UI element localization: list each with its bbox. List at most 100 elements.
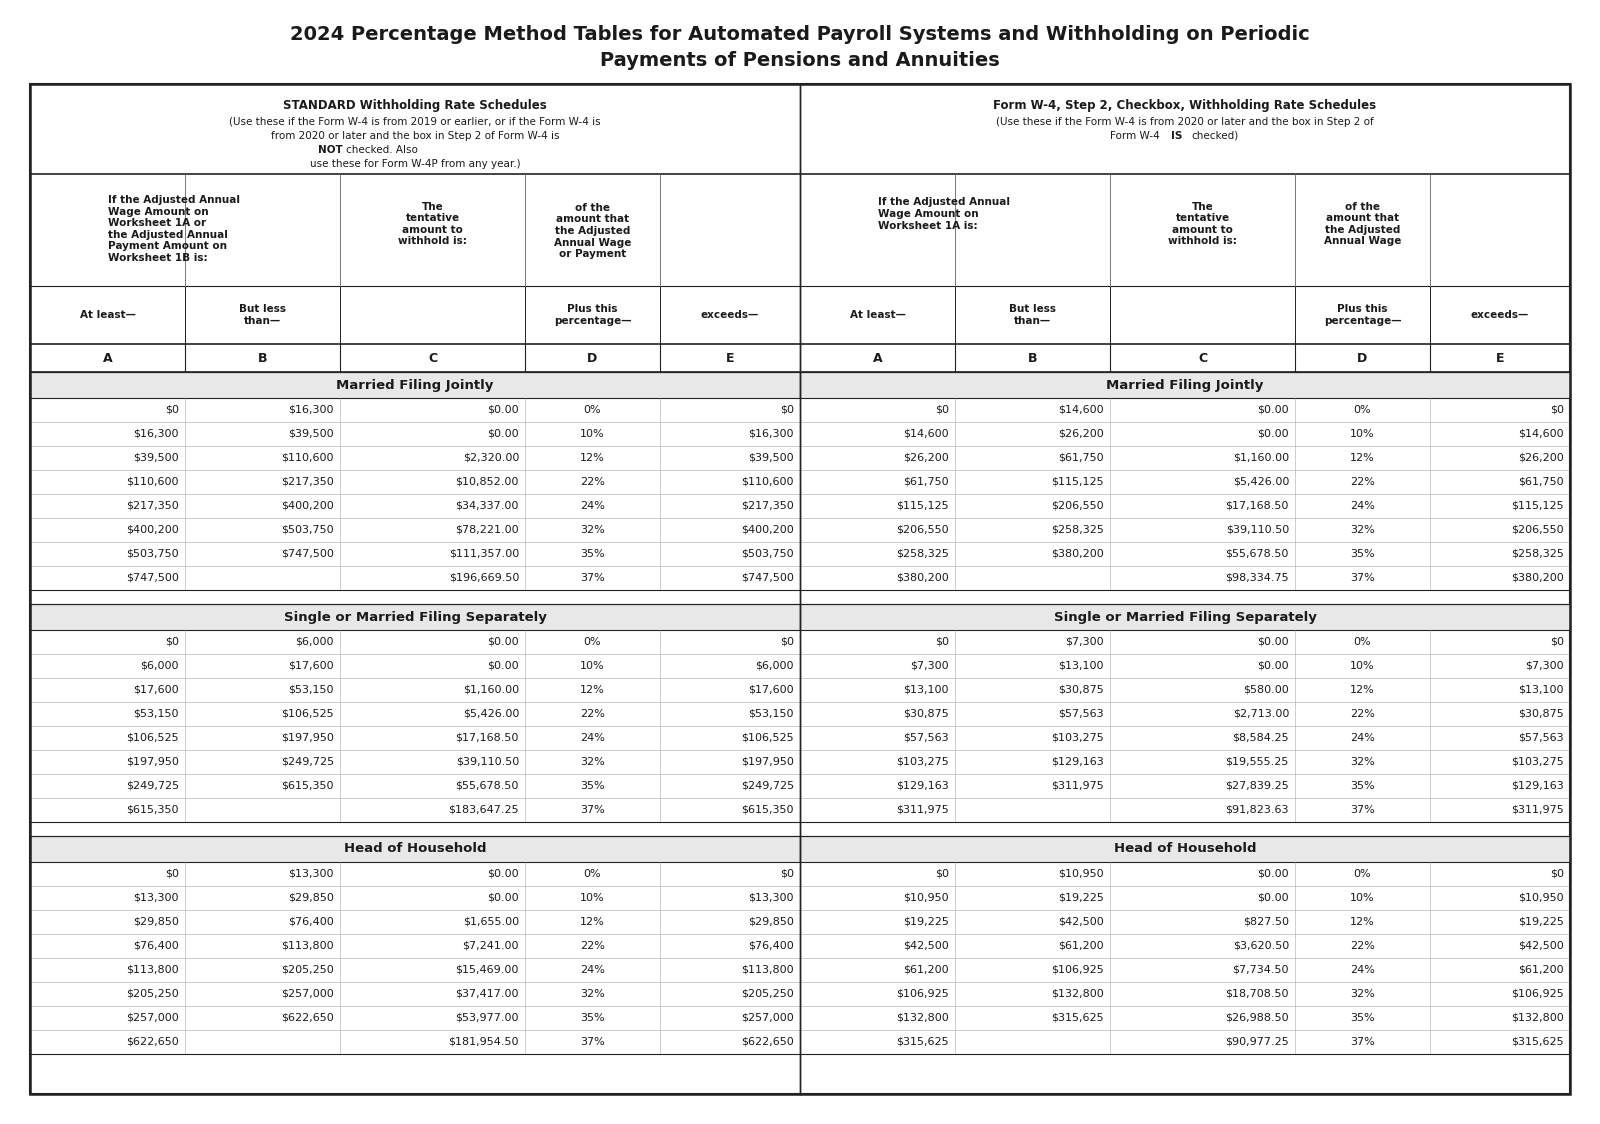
Text: $196,669.50: $196,669.50 (448, 573, 518, 583)
Text: $91,823.63: $91,823.63 (1226, 805, 1290, 815)
Text: $7,300: $7,300 (1066, 637, 1104, 647)
Text: $103,275: $103,275 (1512, 756, 1565, 767)
Text: use these for Form W-4P from any year.): use these for Form W-4P from any year.) (310, 158, 520, 169)
Text: $132,800: $132,800 (1512, 1013, 1565, 1023)
Text: $3,620.50: $3,620.50 (1232, 941, 1290, 951)
Text: Single or Married Filing Separately: Single or Married Filing Separately (283, 610, 547, 624)
Text: $0: $0 (1550, 869, 1565, 879)
Text: 24%: 24% (581, 966, 605, 975)
Text: $827.50: $827.50 (1243, 917, 1290, 927)
Text: $13,100: $13,100 (1518, 685, 1565, 695)
Text: $53,150: $53,150 (749, 709, 794, 719)
Text: $206,550: $206,550 (896, 525, 949, 535)
Text: 35%: 35% (581, 1013, 605, 1023)
Text: $183,647.25: $183,647.25 (448, 805, 518, 815)
Text: $18,708.50: $18,708.50 (1226, 989, 1290, 999)
Text: $0: $0 (165, 637, 179, 647)
Text: $76,400: $76,400 (749, 941, 794, 951)
Text: 24%: 24% (581, 733, 605, 743)
Text: $129,163: $129,163 (1512, 781, 1565, 791)
Text: $10,950: $10,950 (1058, 869, 1104, 879)
Text: $311,975: $311,975 (896, 805, 949, 815)
Text: $34,337.00: $34,337.00 (456, 501, 518, 511)
Text: $6,000: $6,000 (296, 637, 334, 647)
Text: The
tentative
amount to
withhold is:: The tentative amount to withhold is: (398, 201, 467, 246)
Text: $103,275: $103,275 (1051, 733, 1104, 743)
Text: $0.00: $0.00 (488, 661, 518, 671)
Text: 0%: 0% (584, 405, 602, 415)
Text: Plus this
percentage—: Plus this percentage— (554, 305, 632, 326)
Text: $129,163: $129,163 (1051, 756, 1104, 767)
Text: $0: $0 (781, 637, 794, 647)
Text: 2024 Percentage Method Tables for Automated Payroll Systems and Withholding on P: 2024 Percentage Method Tables for Automa… (290, 25, 1310, 44)
Text: $17,168.50: $17,168.50 (456, 733, 518, 743)
Text: $132,800: $132,800 (1051, 989, 1104, 999)
Text: 22%: 22% (1350, 709, 1374, 719)
Text: 37%: 37% (581, 1037, 605, 1046)
Text: $0.00: $0.00 (488, 869, 518, 879)
Text: $10,852.00: $10,852.00 (456, 477, 518, 487)
Text: Single or Married Filing Separately: Single or Married Filing Separately (1053, 610, 1317, 624)
Text: 10%: 10% (1350, 429, 1374, 439)
Text: $42,500: $42,500 (1518, 941, 1565, 951)
Text: $55,678.50: $55,678.50 (456, 781, 518, 791)
Text: $37,417.00: $37,417.00 (456, 989, 518, 999)
Text: E: E (726, 352, 734, 364)
Text: $1,655.00: $1,655.00 (462, 917, 518, 927)
Text: 32%: 32% (1350, 756, 1374, 767)
Text: $7,300: $7,300 (910, 661, 949, 671)
Text: $113,800: $113,800 (282, 941, 334, 951)
Text: $19,225: $19,225 (902, 917, 949, 927)
Text: B: B (1027, 352, 1037, 364)
Text: $5,426.00: $5,426.00 (1232, 477, 1290, 487)
Text: $197,950: $197,950 (741, 756, 794, 767)
Text: $57,563: $57,563 (1058, 709, 1104, 719)
Text: 10%: 10% (581, 429, 605, 439)
Text: 10%: 10% (581, 661, 605, 671)
Text: 37%: 37% (581, 573, 605, 583)
Text: $615,350: $615,350 (126, 805, 179, 815)
Text: $39,500: $39,500 (749, 453, 794, 463)
Text: $111,357.00: $111,357.00 (448, 549, 518, 559)
Text: checked. Also: checked. Also (346, 145, 418, 155)
Text: $26,200: $26,200 (1058, 429, 1104, 439)
Text: $39,500: $39,500 (133, 453, 179, 463)
Text: $106,525: $106,525 (741, 733, 794, 743)
Text: $400,200: $400,200 (741, 525, 794, 535)
Text: STANDARD Withholding Rate Schedules: STANDARD Withholding Rate Schedules (283, 100, 547, 112)
Text: $16,300: $16,300 (749, 429, 794, 439)
Text: $39,110.50: $39,110.50 (1226, 525, 1290, 535)
Text: $115,125: $115,125 (1512, 501, 1565, 511)
Text: (Use these if the Form W-4 is from 2019 or earlier, or if the Form W-4 is: (Use these if the Form W-4 is from 2019 … (229, 117, 602, 127)
Text: $10,950: $10,950 (1518, 892, 1565, 903)
Text: $26,988.50: $26,988.50 (1226, 1013, 1290, 1023)
Text: $14,600: $14,600 (904, 429, 949, 439)
Text: $30,875: $30,875 (1058, 685, 1104, 695)
Text: $0: $0 (781, 869, 794, 879)
Text: 12%: 12% (1350, 685, 1374, 695)
Text: 0%: 0% (1354, 637, 1371, 647)
Text: $57,563: $57,563 (1518, 733, 1565, 743)
Text: C: C (1198, 352, 1206, 364)
Text: $14,600: $14,600 (1518, 429, 1565, 439)
Text: $26,200: $26,200 (904, 453, 949, 463)
Text: $61,750: $61,750 (904, 477, 949, 487)
Text: $2,713.00: $2,713.00 (1232, 709, 1290, 719)
Text: $257,000: $257,000 (741, 1013, 794, 1023)
Text: 35%: 35% (581, 781, 605, 791)
Text: $503,750: $503,750 (126, 549, 179, 559)
Text: $0: $0 (781, 405, 794, 415)
Text: 37%: 37% (1350, 805, 1374, 815)
Text: $106,925: $106,925 (896, 989, 949, 999)
Text: $13,300: $13,300 (749, 892, 794, 903)
Text: If the Adjusted Annual
Wage Amount on
Worksheet 1A or
the Adjusted Annual
Paymen: If the Adjusted Annual Wage Amount on Wo… (107, 194, 240, 263)
Text: $197,950: $197,950 (282, 733, 334, 743)
Text: $257,000: $257,000 (282, 989, 334, 999)
Text: Form W-4, Step 2, Checkbox, Withholding Rate Schedules: Form W-4, Step 2, Checkbox, Withholding … (994, 100, 1376, 112)
Text: $205,250: $205,250 (282, 966, 334, 975)
Text: $7,241.00: $7,241.00 (462, 941, 518, 951)
Text: 22%: 22% (1350, 477, 1374, 487)
Text: 12%: 12% (581, 685, 605, 695)
Text: $30,875: $30,875 (904, 709, 949, 719)
Text: $26,200: $26,200 (1518, 453, 1565, 463)
